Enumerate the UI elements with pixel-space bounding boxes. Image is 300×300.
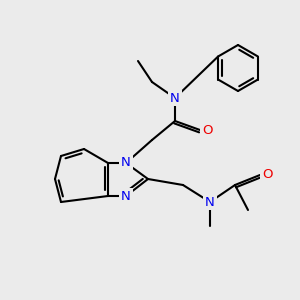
Text: N: N	[121, 190, 131, 202]
Text: N: N	[121, 157, 131, 169]
Text: N: N	[170, 92, 180, 104]
Text: O: O	[202, 124, 212, 136]
Text: O: O	[262, 169, 272, 182]
Text: N: N	[205, 196, 215, 208]
